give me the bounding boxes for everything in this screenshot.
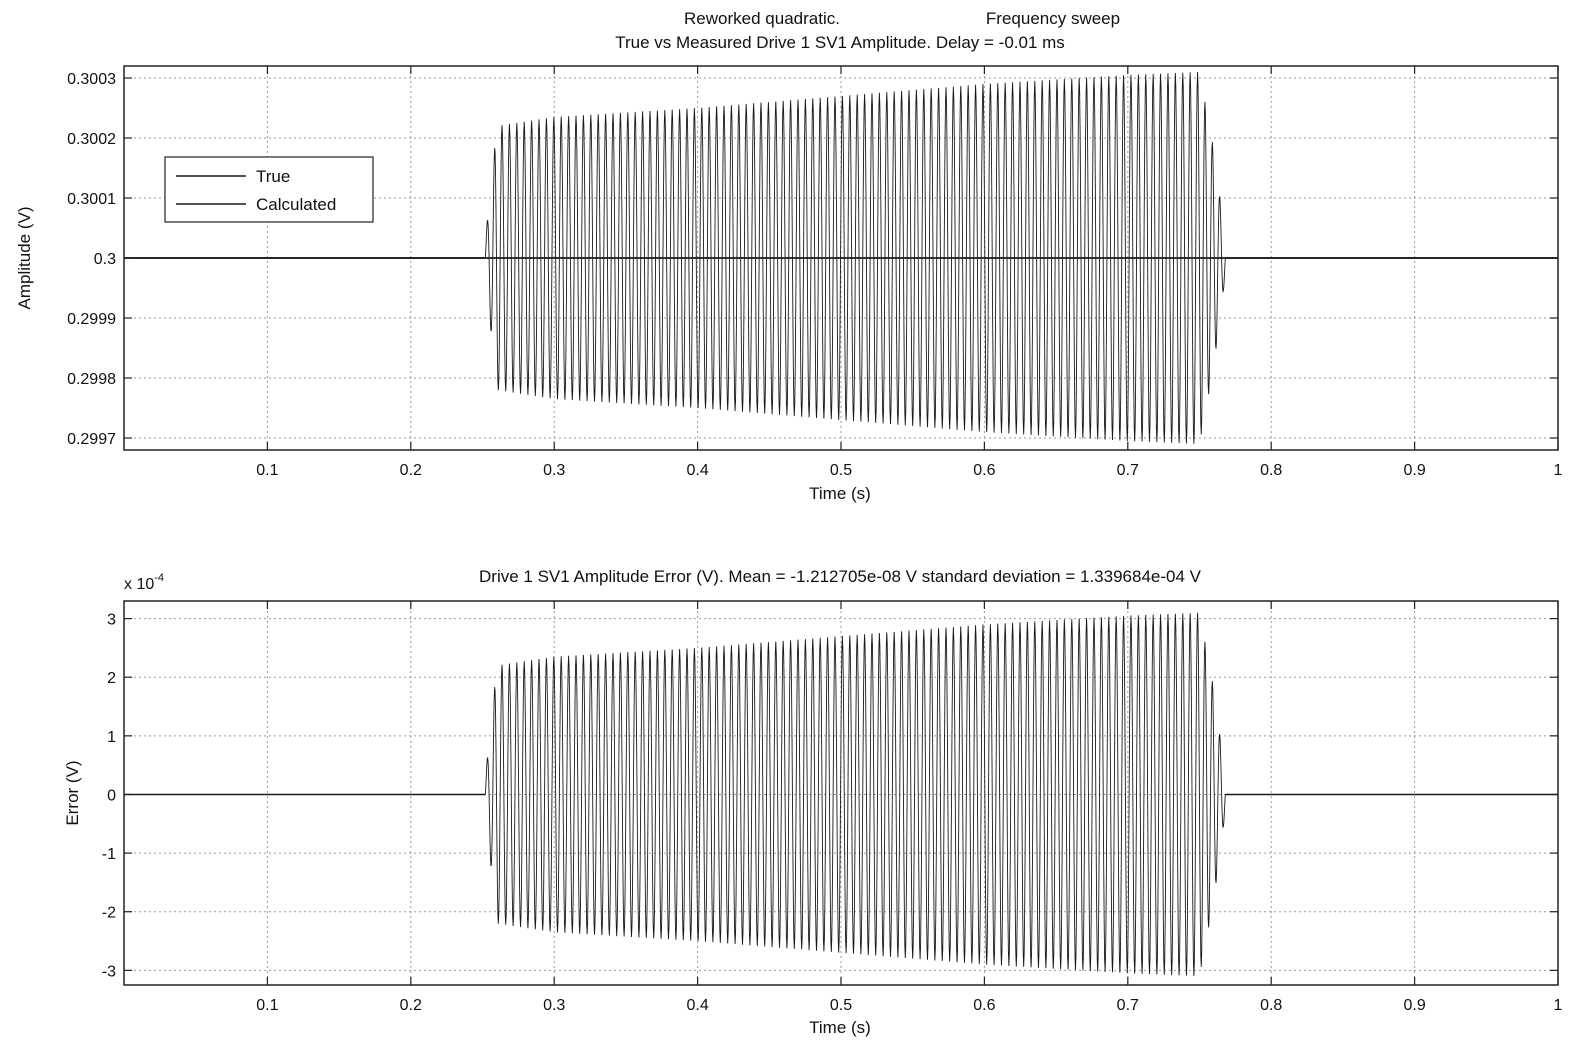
amplitude-plot-xtick-label: 0.1 bbox=[256, 462, 278, 479]
error-plot-series-oscillation bbox=[484, 612, 1226, 976]
error-plot-ytick-label: 3 bbox=[107, 612, 116, 629]
amplitude-plot-ytick-label: 0.3001 bbox=[67, 191, 116, 208]
error-plot-ticks: 0.1 0.2 0.3 0.4 0.5 0.6 0.7 0.8 0.9 1 -3 -2 -1 0 1 2 3 bbox=[102, 601, 1563, 1014]
error-plot-xlabel: Time (s) bbox=[809, 1018, 871, 1037]
error-plot-ytick-label: 2 bbox=[107, 670, 116, 687]
legend-true-label: True bbox=[256, 167, 290, 186]
error-plot-xtick-label: 0.5 bbox=[830, 997, 852, 1014]
amplitude-plot-series bbox=[124, 72, 1558, 444]
legend-box bbox=[164, 156, 374, 223]
amplitude-plot-title: True vs Measured Drive 1 SV1 Amplitude. … bbox=[615, 33, 1065, 52]
error-plot: Drive 1 SV1 Amplitude Error (V). Mean = … bbox=[63, 567, 1563, 1037]
error-plot-xtick-label: 0.7 bbox=[1117, 997, 1139, 1014]
amplitude-plot-ytick-label: 0.3003 bbox=[67, 71, 116, 88]
error-plot-xtick-label: 0.1 bbox=[256, 997, 278, 1014]
amplitude-plot-xtick-label: 0.4 bbox=[686, 462, 708, 479]
amplitude-plot-ytick-label: 0.2998 bbox=[67, 371, 116, 388]
error-plot-ylabel: Error (V) bbox=[63, 760, 82, 825]
amplitude-plot-ytick-label: 0.3 bbox=[94, 251, 116, 268]
amplitude-plot-series-oscillation bbox=[484, 72, 1226, 444]
amplitude-plot-ytick-label: 0.2999 bbox=[67, 311, 116, 328]
error-plot-ytick-label: -3 bbox=[102, 963, 116, 980]
amplitude-plot-xtick-label: 0.3 bbox=[543, 462, 565, 479]
error-plot-xtick-label: 0.8 bbox=[1260, 997, 1282, 1014]
error-plot-ytick-label: 0 bbox=[107, 787, 116, 804]
amplitude-plot-ytick-label: 0.2997 bbox=[67, 431, 116, 448]
error-plot-title: Drive 1 SV1 Amplitude Error (V). Mean = … bbox=[479, 567, 1202, 586]
amplitude-plot-xlabel: Time (s) bbox=[809, 484, 871, 503]
figure-title-left: Reworked quadratic. bbox=[684, 9, 840, 28]
amplitude-plot-ticks: 0.1 0.2 0.3 0.4 0.5 0.6 0.7 0.8 0.9 1 0.2997 0.2998… bbox=[67, 66, 1563, 479]
error-plot-xtick-label: 0.6 bbox=[973, 997, 995, 1014]
amplitude-plot: True vs Measured Drive 1 SV1 Amplitude. … bbox=[15, 33, 1563, 503]
error-plot-multiplier-base: x 10 bbox=[124, 576, 154, 593]
amplitude-plot-xtick-label: 1 bbox=[1554, 462, 1563, 479]
error-plot-ytick-label: 1 bbox=[107, 729, 116, 746]
figure-title-right: Frequency sweep bbox=[986, 9, 1120, 28]
error-plot-xtick-label: 0.3 bbox=[543, 997, 565, 1014]
amplitude-plot-xtick-label: 0.5 bbox=[830, 462, 852, 479]
amplitude-plot-xtick-label: 0.2 bbox=[400, 462, 422, 479]
amplitude-plot-ytick-label: 0.3002 bbox=[67, 131, 116, 148]
error-plot-ytick-label: -2 bbox=[102, 905, 116, 922]
error-plot-multiplier-exponent: -4 bbox=[154, 572, 164, 584]
error-plot-xtick-label: 0.2 bbox=[400, 997, 422, 1014]
amplitude-plot-xtick-label: 0.8 bbox=[1260, 462, 1282, 479]
error-plot-xtick-label: 1 bbox=[1554, 997, 1563, 1014]
amplitude-plot-ylabel: Amplitude (V) bbox=[15, 207, 34, 310]
amplitude-plot-xtick-label: 0.6 bbox=[973, 462, 995, 479]
error-plot-xtick-label: 0.9 bbox=[1403, 997, 1425, 1014]
legend-calculated-label: Calculated bbox=[256, 195, 336, 214]
error-plot-series bbox=[124, 612, 1558, 976]
error-plot-multiplier: x 10-4 bbox=[124, 572, 164, 593]
amplitude-plot-xtick-label: 0.9 bbox=[1403, 462, 1425, 479]
legend: True Calculated bbox=[164, 156, 374, 223]
amplitude-plot-xtick-label: 0.7 bbox=[1117, 462, 1139, 479]
error-plot-xtick-label: 0.4 bbox=[686, 997, 708, 1014]
error-plot-ytick-label: -1 bbox=[102, 846, 116, 863]
